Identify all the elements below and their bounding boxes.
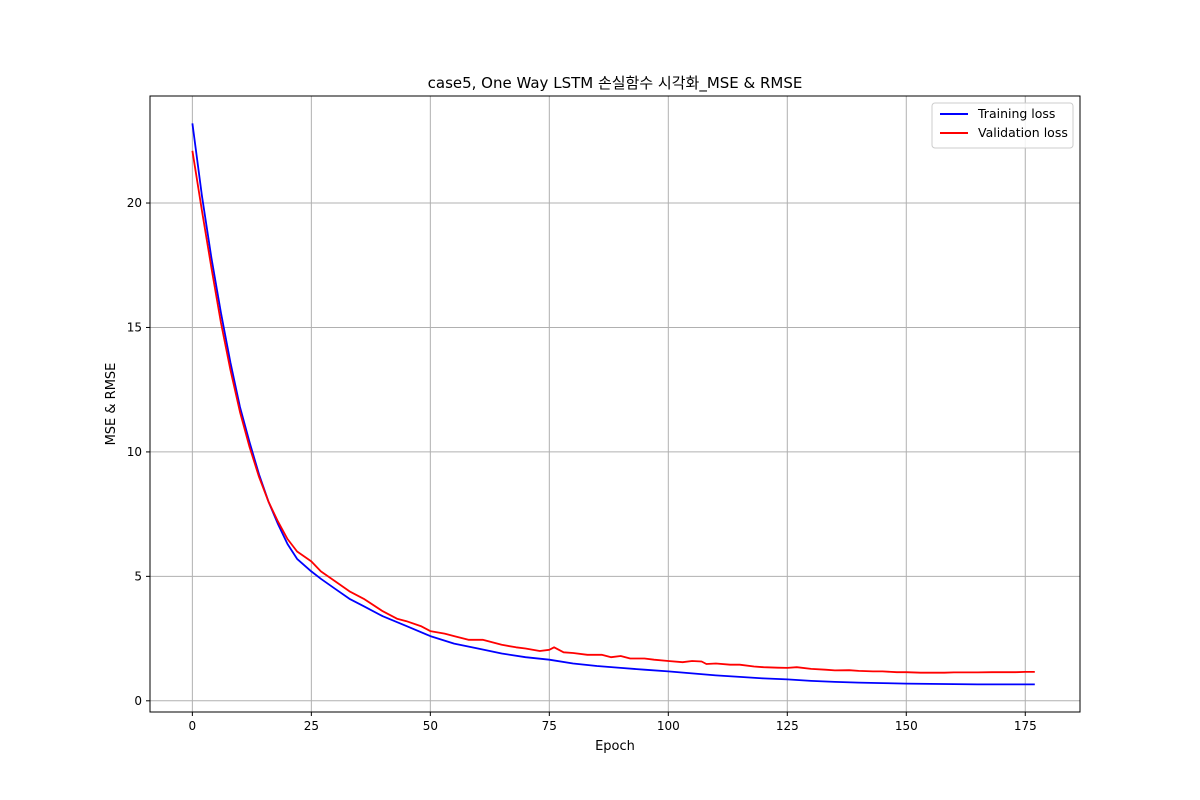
- y-tick-label: 0: [134, 694, 142, 708]
- grid: [150, 96, 1080, 712]
- x-tick-label: 175: [1014, 719, 1037, 733]
- series-layer: [191, 123, 1035, 686]
- x-tick-label: 150: [895, 719, 918, 733]
- legend-label-validation: Validation loss: [978, 125, 1068, 140]
- x-tick-label: 0: [189, 719, 197, 733]
- x-tick-label: 50: [423, 719, 438, 733]
- legend-label-training: Training loss: [977, 106, 1055, 121]
- y-tick-label: 15: [127, 320, 142, 334]
- training-loss-line: [191, 123, 1035, 686]
- x-axis-ticks: 0 25 50 75 100 125 150 175: [189, 712, 1037, 733]
- y-tick-label: 10: [127, 445, 142, 459]
- x-tick-label: 125: [776, 719, 799, 733]
- validation-loss-line: [191, 150, 1035, 674]
- plot-frame: [149, 95, 1081, 713]
- legend: Training loss Validation loss: [931, 102, 1074, 149]
- x-tick-label: 100: [657, 719, 680, 733]
- x-tick-label: 75: [542, 719, 557, 733]
- x-tick-label: 25: [304, 719, 319, 733]
- y-tick-label: 5: [134, 569, 142, 583]
- x-axis-label: Epoch: [595, 739, 635, 754]
- y-axis-label: MSE & RMSE: [104, 363, 119, 446]
- y-axis-ticks: 0 5 10 15 20: [127, 196, 150, 708]
- y-tick-label: 20: [127, 196, 142, 210]
- chart-title: case5, One Way LSTM 손실함수 시각화_MSE & RMSE: [428, 74, 803, 93]
